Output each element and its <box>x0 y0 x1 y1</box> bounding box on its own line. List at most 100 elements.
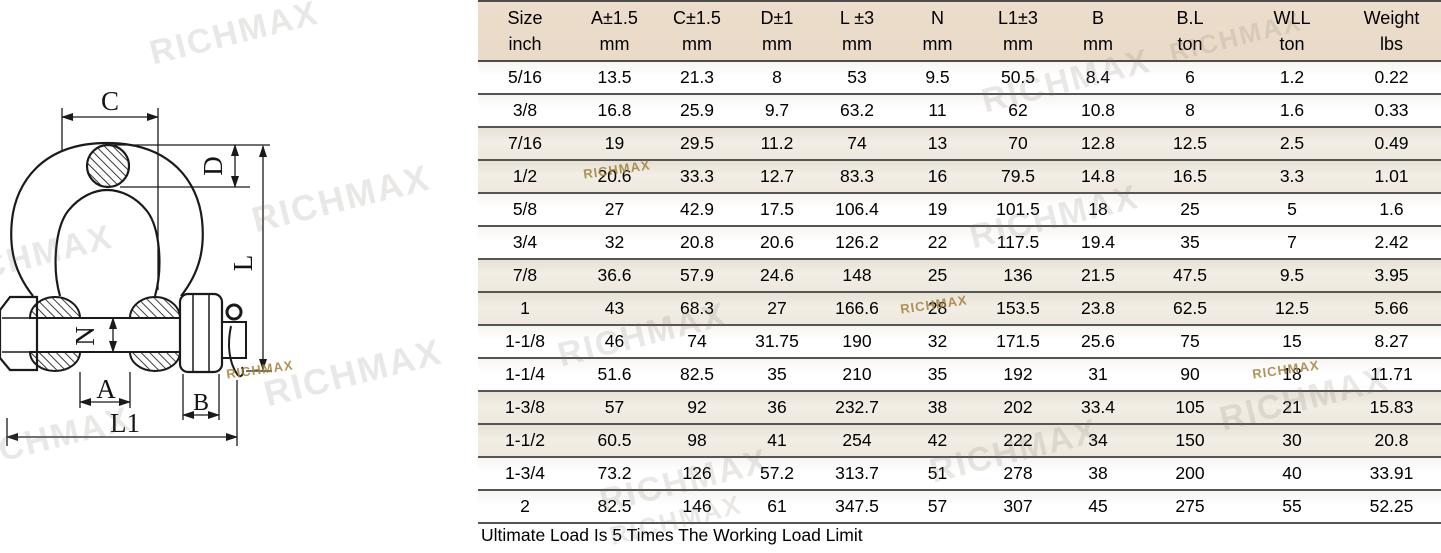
value-cell: 51.6 <box>572 358 657 392</box>
table-row: 5/16 13.5 21.3 8 53 9.5 50.5 8.4 6 1.2 0.22 <box>478 61 1441 95</box>
value-cell: 17.5 <box>737 193 817 227</box>
value-cell: 105 <box>1138 391 1242 425</box>
size-cell: 2 <box>478 490 572 524</box>
value-cell: 70 <box>978 127 1058 161</box>
value-cell: 5.66 <box>1342 292 1441 326</box>
size-cell: 1-1/4 <box>478 358 572 392</box>
value-cell: 12.5 <box>1242 292 1342 326</box>
value-cell: 40 <box>1242 457 1342 491</box>
value-cell: 25 <box>1138 193 1242 227</box>
value-cell: 33.3 <box>657 160 737 194</box>
value-cell: 307 <box>978 490 1058 524</box>
footer-note: Ultimate Load Is 5 Times The Working Loa… <box>481 525 863 545</box>
table-row: 1-1/8 46 74 31.75 190 32 171.5 25.6 75 15 8.27 <box>478 325 1441 359</box>
table-row: 1 43 68.3 27 166.6 28 153.5 23.8 62.5 12.5 5.66 <box>478 292 1441 326</box>
eye-section <box>28 296 82 319</box>
value-cell: 19 <box>897 193 978 227</box>
value-cell: 153.5 <box>978 292 1058 326</box>
value-cell: 25.6 <box>1058 325 1138 359</box>
value-cell: 28 <box>897 292 978 326</box>
column-header: L1±3 mm <box>978 1 1058 62</box>
value-cell: 278 <box>978 457 1058 491</box>
value-cell: 8.4 <box>1058 61 1138 95</box>
value-cell: 24.6 <box>737 259 817 293</box>
shackle-bow-outline <box>10 141 204 297</box>
size-cell: 1-1/8 <box>478 325 572 359</box>
value-cell: 25.9 <box>657 94 737 128</box>
value-cell: 146 <box>657 490 737 524</box>
value-cell: 35 <box>737 358 817 392</box>
value-cell: 55 <box>1242 490 1342 524</box>
value-cell: 57 <box>897 490 978 524</box>
size-cell: 1 <box>478 292 572 326</box>
value-cell: 82.5 <box>572 490 657 524</box>
value-cell: 1.01 <box>1342 160 1441 194</box>
dim-label-a: A <box>96 374 116 404</box>
value-cell: 275 <box>1138 490 1242 524</box>
value-cell: 98 <box>657 424 737 458</box>
column-header: B.L ton <box>1138 1 1242 62</box>
value-cell: 3.95 <box>1342 259 1441 293</box>
value-cell: 61 <box>737 490 817 524</box>
value-cell: 3.3 <box>1242 160 1342 194</box>
value-cell: 232.7 <box>817 391 897 425</box>
value-cell: 21 <box>1242 391 1342 425</box>
size-cell: 3/8 <box>478 94 572 128</box>
washer <box>221 321 247 359</box>
value-cell: 15.83 <box>1342 391 1441 425</box>
column-header: D±1 mm <box>737 1 817 62</box>
value-cell: 79.5 <box>978 160 1058 194</box>
size-cell: 5/16 <box>478 61 572 95</box>
dim-label-b: B <box>193 390 209 416</box>
cotter-pin-ring <box>225 303 243 321</box>
value-cell: 166.6 <box>817 292 897 326</box>
value-cell: 73.2 <box>572 457 657 491</box>
value-cell: 29.5 <box>657 127 737 161</box>
value-cell: 106.4 <box>817 193 897 227</box>
table-row: 1-3/4 73.2 126 57.2 313.7 51 278 38 200 40 33.91 <box>478 457 1441 491</box>
value-cell: 52.25 <box>1342 490 1441 524</box>
table-row: 1-1/2 60.5 98 41 254 42 222 34 150 30 20.8 <box>478 424 1441 458</box>
value-cell: 19.4 <box>1058 226 1138 260</box>
table-row: 7/16 19 29.5 11.2 74 13 70 12.8 12.5 2.5 0.49 <box>478 127 1441 161</box>
value-cell: 57 <box>572 391 657 425</box>
value-cell: 20.8 <box>1342 424 1441 458</box>
value-cell: 13.5 <box>572 61 657 95</box>
value-cell: 126.2 <box>817 226 897 260</box>
value-cell: 1.6 <box>1242 94 1342 128</box>
value-cell: 150 <box>1138 424 1242 458</box>
value-cell: 18 <box>1058 193 1138 227</box>
column-header: A±1.5 mm <box>572 1 657 62</box>
hex-nut <box>178 292 224 374</box>
value-cell: 92 <box>657 391 737 425</box>
value-cell: 36 <box>737 391 817 425</box>
size-cell: 1-3/4 <box>478 457 572 491</box>
value-cell: 11.2 <box>737 127 817 161</box>
value-cell: 43 <box>572 292 657 326</box>
value-cell: 50.5 <box>978 61 1058 95</box>
value-cell: 35 <box>897 358 978 392</box>
value-cell: 192 <box>978 358 1058 392</box>
value-cell: 171.5 <box>978 325 1058 359</box>
column-header: Weight lbs <box>1342 1 1441 62</box>
value-cell: 32 <box>897 325 978 359</box>
size-cell: 1-1/2 <box>478 424 572 458</box>
value-cell: 20.6 <box>572 160 657 194</box>
value-cell: 14.8 <box>1058 160 1138 194</box>
table-row: 3/4 32 20.8 20.6 126.2 22 117.5 19.4 35 7 2.42 <box>478 226 1441 260</box>
value-cell: 15 <box>1242 325 1342 359</box>
value-cell: 347.5 <box>817 490 897 524</box>
value-cell: 16 <box>897 160 978 194</box>
eye-section <box>128 351 182 372</box>
value-cell: 117.5 <box>978 226 1058 260</box>
column-header: C±1.5 mm <box>657 1 737 62</box>
value-cell: 27 <box>737 292 817 326</box>
value-cell: 33.91 <box>1342 457 1441 491</box>
value-cell: 16.8 <box>572 94 657 128</box>
value-cell: 20.8 <box>657 226 737 260</box>
value-cell: 47.5 <box>1138 259 1242 293</box>
value-cell: 13 <box>897 127 978 161</box>
